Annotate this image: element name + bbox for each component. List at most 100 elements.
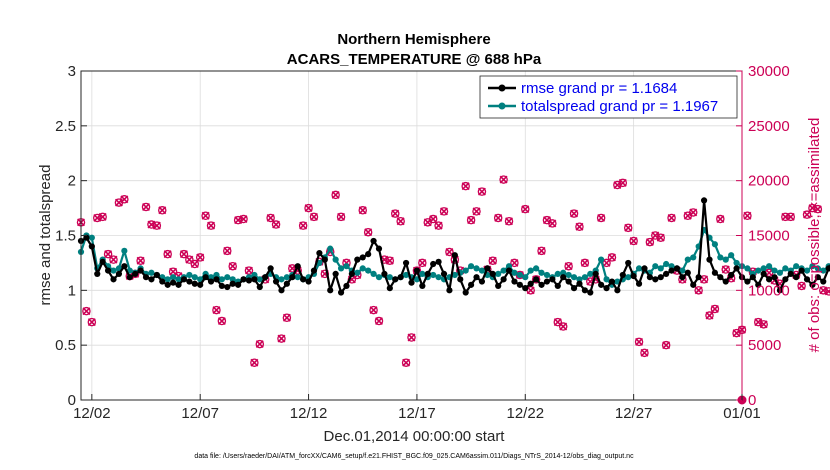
totalspread-point — [765, 263, 773, 270]
grid — [81, 71, 743, 400]
obs-x-stroke — [142, 203, 150, 211]
obs-possible-point — [336, 212, 346, 222]
obs-x-stroke — [824, 288, 830, 296]
obs-x-stroke — [337, 212, 346, 221]
rmse-point — [760, 270, 767, 277]
obs-possible-point — [277, 334, 286, 343]
obs-x-stroke — [608, 253, 616, 262]
obs-assimilated-point — [597, 213, 606, 222]
obs-assimilated-point — [201, 211, 210, 220]
rmse-point — [733, 265, 740, 272]
obs-possible-point — [163, 249, 172, 259]
rmse-point — [337, 289, 345, 296]
legend-spread-label: totalspread grand pr = 1.1967 — [521, 98, 718, 115]
rmse-point — [771, 274, 778, 281]
obs-x-stroke — [109, 255, 118, 264]
totalspread-point — [744, 265, 751, 272]
rmse-point — [500, 276, 507, 283]
obs-possible-point — [564, 261, 573, 271]
rmse-point — [402, 259, 410, 267]
totalspread-point — [370, 270, 377, 277]
totalspread-point — [473, 265, 480, 272]
y-axis-label-right: # of obs: o=possible; ×=assimilated — [806, 118, 823, 353]
obs-possible-point — [98, 212, 107, 222]
obs-possible-point — [759, 320, 768, 329]
obs-assimilated-point — [120, 195, 129, 204]
totalspread-point — [354, 269, 361, 276]
obs-possible-point — [439, 207, 449, 216]
obs-x-stroke — [710, 305, 719, 313]
rmse-point — [224, 283, 231, 291]
rmse-point — [148, 276, 155, 283]
rmse-point — [83, 234, 90, 241]
obs-assimilated-point — [440, 207, 448, 216]
rmse-point — [381, 270, 388, 277]
obs-x-stroke — [152, 221, 161, 230]
obs-x-stroke — [786, 212, 795, 221]
obs-assimilated-point — [310, 212, 318, 221]
rmse-point — [235, 281, 242, 288]
obs-x-stroke — [196, 253, 205, 262]
obs-possible-point — [640, 348, 649, 358]
obs-possible-point — [385, 256, 395, 265]
obs-x-stroke — [494, 213, 503, 222]
obs-x-stroke — [228, 262, 237, 271]
obs-possible-point — [629, 236, 638, 246]
rmse-point — [267, 265, 274, 272]
obs-assimilated-point — [337, 212, 346, 221]
obs-assimilated-point — [629, 237, 638, 245]
obs-assimilated-point — [418, 258, 427, 267]
obs-possible-point — [428, 214, 438, 224]
obs-x-stroke — [288, 264, 297, 273]
obs-x-stroke — [575, 222, 584, 231]
obs-assimilated-point — [564, 262, 573, 271]
rmse-point — [365, 251, 372, 258]
obs-possible-point — [802, 210, 812, 219]
rmse-point — [104, 267, 112, 274]
obs-possible-point — [212, 305, 221, 315]
rmse-point — [522, 285, 529, 292]
obs-x-stroke — [217, 317, 226, 326]
rmse-point — [825, 265, 830, 272]
obs-x-stroke — [548, 219, 557, 228]
obs-x-stroke — [597, 213, 606, 222]
data-file-footnote: data file: /Users/raeder/DAI/ATM_forcXX/… — [194, 453, 634, 460]
obs-x-stroke — [185, 255, 194, 264]
obs-x-stroke — [250, 358, 259, 367]
obs-x-stroke — [223, 246, 232, 255]
obs-possible-point — [87, 317, 97, 327]
rmse-point — [332, 270, 339, 277]
rmse-point — [603, 285, 610, 292]
obs-assimilated-point — [331, 190, 340, 199]
obs-assimilated-point — [608, 253, 616, 262]
rmse-point — [543, 278, 551, 285]
obs-assimilated-point — [358, 206, 367, 215]
totalspread-point — [251, 271, 258, 279]
obs-possible-point — [710, 304, 720, 314]
rmse-point — [142, 274, 150, 281]
left-tick-label: 3 — [68, 63, 76, 80]
totalspread-point — [294, 274, 301, 281]
rmse-point — [527, 280, 534, 287]
totalspread-point — [430, 271, 437, 279]
obs-assimilated-point — [499, 175, 508, 184]
rmse-point — [370, 237, 377, 245]
obs-assimilated-point — [158, 206, 167, 215]
obs-assimilated-point — [813, 205, 822, 214]
totalspread-point — [711, 241, 719, 248]
x-tick-label: 12/02 — [73, 405, 111, 422]
obs-x-stroke — [310, 212, 318, 221]
totalspread-point — [500, 267, 507, 274]
totalspread-point — [511, 269, 518, 276]
rmse-point — [641, 265, 648, 272]
obs-x-stroke — [158, 206, 167, 215]
obs-assimilated-point — [548, 219, 557, 228]
obs-x-stroke — [559, 322, 568, 331]
obs-possible-point — [623, 223, 633, 233]
rmse-point — [354, 256, 361, 263]
obs-assimilated-point — [255, 340, 264, 349]
obs-possible-point — [705, 311, 714, 320]
obs-possible-point — [271, 220, 281, 229]
rmse-point — [424, 270, 431, 277]
obs-x-stroke — [120, 195, 129, 204]
